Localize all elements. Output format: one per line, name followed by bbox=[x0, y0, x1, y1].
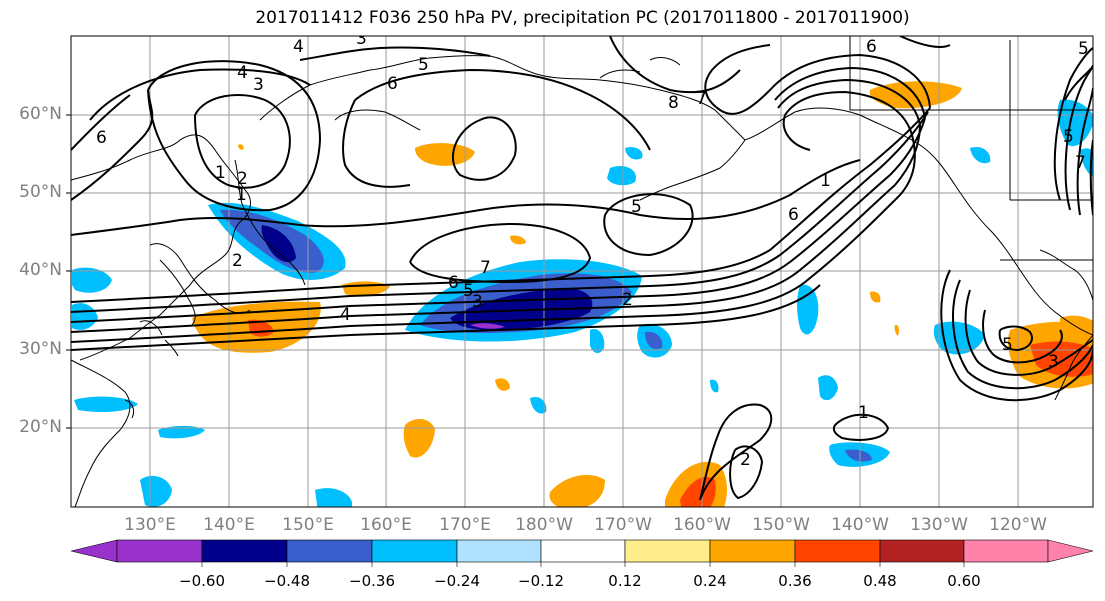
lon-label-150w: 150°W bbox=[752, 515, 810, 535]
contour-label: 2 bbox=[232, 251, 243, 271]
contour-label: 6 bbox=[96, 128, 107, 148]
contour-label: 8 bbox=[668, 93, 679, 113]
contour-label: 5 bbox=[418, 55, 429, 75]
contour-label: 5 bbox=[463, 281, 474, 301]
coastlines bbox=[71, 36, 1093, 507]
contour-label: 6 bbox=[448, 273, 459, 293]
colorbar-swatch bbox=[371, 539, 458, 563]
contour-label: 6 bbox=[788, 205, 799, 225]
lon-label-170w: 170°W bbox=[594, 515, 652, 535]
colorbar-label: −0.48 bbox=[264, 572, 310, 590]
colorbar-label: 0.60 bbox=[947, 572, 981, 590]
lon-label-140w: 140°W bbox=[831, 515, 889, 535]
contour-label: 4 bbox=[340, 305, 351, 325]
contour-label: 5 bbox=[1002, 335, 1013, 355]
pv-contours bbox=[71, 36, 1093, 501]
colorbar-label: −0.12 bbox=[518, 572, 564, 590]
contour-label: 2 bbox=[237, 169, 248, 189]
colorbar-swatch bbox=[963, 539, 1049, 563]
colorbar-label: 0.12 bbox=[608, 572, 642, 590]
colorbar-extend-low bbox=[70, 539, 118, 563]
lon-label-180w: 180°W bbox=[515, 515, 573, 535]
contour-label: 5 bbox=[1078, 39, 1089, 59]
colorbar-extend-high bbox=[1047, 539, 1094, 563]
colorbar-label: 0.36 bbox=[778, 572, 812, 590]
contour-label: 4 bbox=[237, 63, 248, 83]
colorbar-label: −0.36 bbox=[349, 572, 395, 590]
colorbar bbox=[70, 539, 1094, 567]
lat-label-50n: 50°N bbox=[19, 182, 62, 202]
contour-label: 5 bbox=[1063, 127, 1074, 147]
contour-label: 7 bbox=[1075, 153, 1086, 173]
lon-label-130w: 130°W bbox=[910, 515, 968, 535]
contour-label: 1 bbox=[215, 163, 226, 183]
colorbar-swatch bbox=[456, 539, 542, 563]
lat-label-40n: 40°N bbox=[19, 260, 62, 280]
colorbar-swatch bbox=[879, 539, 965, 563]
contour-label: 2 bbox=[740, 450, 751, 470]
lat-label-20n: 20°N bbox=[19, 417, 62, 437]
colorbar-label: 0.24 bbox=[693, 572, 727, 590]
contour-label: 3 bbox=[472, 292, 483, 312]
map-title: 2017011412 F036 250 hPa PV, precipitatio… bbox=[255, 8, 910, 28]
contour-label: 1 bbox=[820, 171, 831, 191]
colorbar-label: 0.48 bbox=[863, 572, 897, 590]
lon-label-160w: 160°W bbox=[673, 515, 731, 535]
colorbar-swatch bbox=[116, 539, 203, 563]
colorbar-swatch bbox=[709, 539, 796, 563]
colorbar-swatch bbox=[794, 539, 881, 563]
contour-label: 5 bbox=[631, 197, 642, 217]
lon-label-130e: 130°E bbox=[124, 515, 176, 535]
colorbar-swatch bbox=[201, 539, 288, 563]
colorbar-label: −0.60 bbox=[179, 572, 225, 590]
contour-label: 6 bbox=[387, 74, 398, 94]
contour-label: 3 bbox=[356, 29, 367, 49]
contour-label: 3 bbox=[253, 75, 264, 95]
contour-label: 1 bbox=[858, 403, 869, 423]
lon-label-120w: 120°W bbox=[989, 515, 1047, 535]
contour-labels: 4 3 5 6 4 3 6 1 2 1 2 6 7 5 3 4 2 5 8 7 … bbox=[96, 29, 1089, 470]
lon-label-140e: 140°E bbox=[203, 515, 255, 535]
contour-label: 6 bbox=[866, 37, 877, 57]
colorbar-swatch bbox=[624, 539, 711, 563]
contour-label: 4 bbox=[293, 37, 304, 57]
lon-label-170e: 170°E bbox=[439, 515, 491, 535]
contour-label: 7 bbox=[696, 89, 707, 109]
colorbar-label: −0.24 bbox=[434, 572, 480, 590]
colorbar-swatch bbox=[286, 539, 373, 563]
lon-label-150e: 150°E bbox=[282, 515, 334, 535]
graticule-grid bbox=[71, 36, 1093, 507]
colorbar-swatch bbox=[540, 539, 626, 563]
lat-label-60n: 60°N bbox=[19, 104, 62, 124]
axis-ticks bbox=[66, 114, 71, 429]
lat-label-30n: 30°N bbox=[19, 339, 62, 359]
lon-label-160e: 160°E bbox=[360, 515, 412, 535]
contour-label: 1 bbox=[236, 185, 247, 205]
contour-label: 3 bbox=[1048, 352, 1059, 372]
contour-label: 2 bbox=[622, 290, 633, 310]
contour-label: 7 bbox=[480, 258, 491, 278]
